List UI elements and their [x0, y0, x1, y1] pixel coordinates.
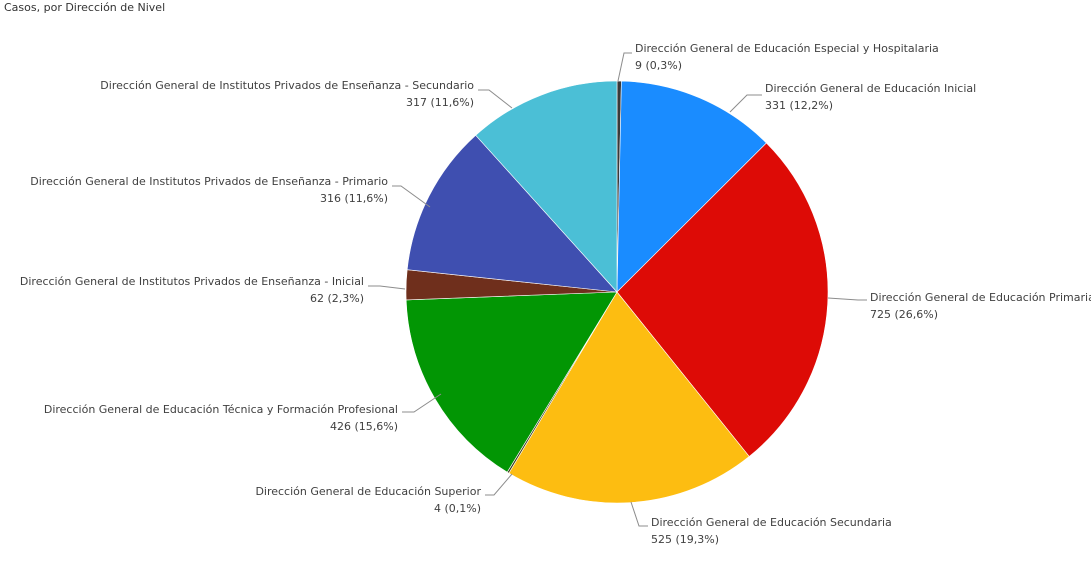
leader-line: [368, 285, 406, 290]
slice-label-value: 525 (19,3%): [651, 533, 719, 546]
leader-line: [617, 52, 632, 82]
slice-label-value: 331 (12,2%): [765, 99, 833, 112]
slice-label-name: Dirección General de Institutos Privados…: [30, 175, 388, 188]
slice-label-name: Dirección General de Educación Técnica y…: [44, 403, 398, 416]
leader-line: [827, 297, 867, 301]
leader-line: [630, 501, 648, 527]
slice-label-value: 62 (2,3%): [310, 292, 364, 305]
slice-label-name: Dirección General de Educación Primaria: [870, 291, 1091, 304]
pie-slice: [406, 134, 618, 293]
slice-label-value: 9 (0,3%): [635, 59, 682, 72]
slice-label-value: 4 (0,1%): [434, 502, 481, 515]
slice-label-value: 725 (26,6%): [870, 308, 938, 321]
slice-label-name: Dirección General de Educación Superior: [255, 485, 481, 498]
slice-label-name: Dirección General de Institutos Privados…: [20, 275, 364, 288]
slice-label-name: Dirección General de Institutos Privados…: [100, 79, 474, 92]
leader-line: [485, 473, 513, 496]
slice-label-name: Dirección General de Educación Secundari…: [651, 516, 892, 529]
slice-label-value: 426 (15,6%): [330, 420, 398, 433]
pie-slice: [616, 80, 767, 293]
leader-line: [392, 185, 431, 208]
pie-slice: [616, 142, 829, 457]
slice-label-name: Dirección General de Educación Especial …: [635, 42, 939, 55]
chart-title: Casos, por Dirección de Nivel: [4, 1, 166, 14]
leader-line: [478, 89, 513, 109]
slice-label-name: Dirección General de Educación Inicial: [765, 82, 976, 95]
pie-slice: [405, 291, 618, 473]
leader-line: [729, 94, 762, 113]
leader-line: [402, 393, 442, 413]
slice-label-value: 317 (11,6%): [406, 96, 474, 109]
slice-label-value: 316 (11,6%): [320, 192, 388, 205]
pie-slice: [475, 80, 618, 293]
